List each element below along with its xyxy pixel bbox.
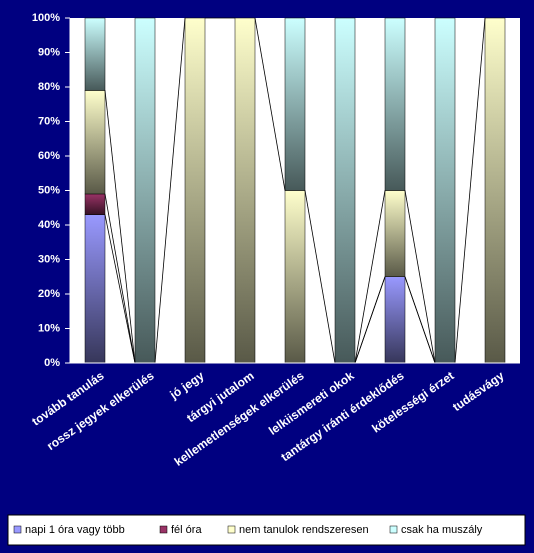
y-tick-label: 90% [38, 46, 60, 58]
bar-segment [484, 17, 506, 364]
series-line [454, 17, 486, 364]
series-line [404, 276, 436, 364]
series-line [404, 190, 436, 364]
series-line [104, 214, 136, 364]
bar-segment [84, 193, 106, 215]
legend-swatch [13, 525, 22, 534]
legend-swatch [227, 525, 236, 534]
bar-segment [84, 214, 106, 364]
bar-segment [384, 276, 406, 364]
series-line [104, 193, 136, 364]
bar-segment [284, 190, 306, 364]
bar-segment [184, 17, 206, 364]
y-tick-label: 60% [38, 150, 60, 162]
bar-segment [384, 17, 406, 191]
legend [7, 514, 526, 546]
series-line [354, 190, 386, 364]
legend-swatch [159, 525, 168, 534]
bar-segment [284, 17, 306, 191]
y-tick-label: 100% [32, 12, 60, 24]
bar-segment [334, 17, 356, 364]
y-tick-label: 70% [38, 115, 60, 127]
bar-segment [234, 17, 256, 364]
y-tick-label: 20% [38, 288, 60, 300]
legend-label: csak ha muszály [401, 524, 483, 536]
bar-segment [134, 17, 156, 364]
series-line [154, 17, 186, 364]
legend-swatch [389, 525, 398, 534]
series-line [354, 276, 386, 364]
bar-segment [434, 17, 456, 364]
legend-label: napi 1 óra vagy több [25, 524, 125, 536]
bar-segment [84, 90, 106, 195]
y-tick-label: 30% [38, 253, 60, 265]
y-tick-label: 40% [38, 219, 60, 231]
series-line [104, 90, 136, 364]
legend-label: fél óra [171, 524, 202, 536]
y-tick-label: 50% [38, 184, 60, 196]
series-line [304, 190, 336, 364]
legend-label: nem tanulok rendszeresen [239, 524, 369, 536]
series-line [254, 17, 286, 191]
bar-segment [84, 17, 106, 91]
y-tick-label: 10% [38, 322, 60, 334]
y-tick-label: 0% [44, 357, 60, 369]
y-tick-label: 80% [38, 81, 60, 93]
bar-segment [384, 190, 406, 277]
